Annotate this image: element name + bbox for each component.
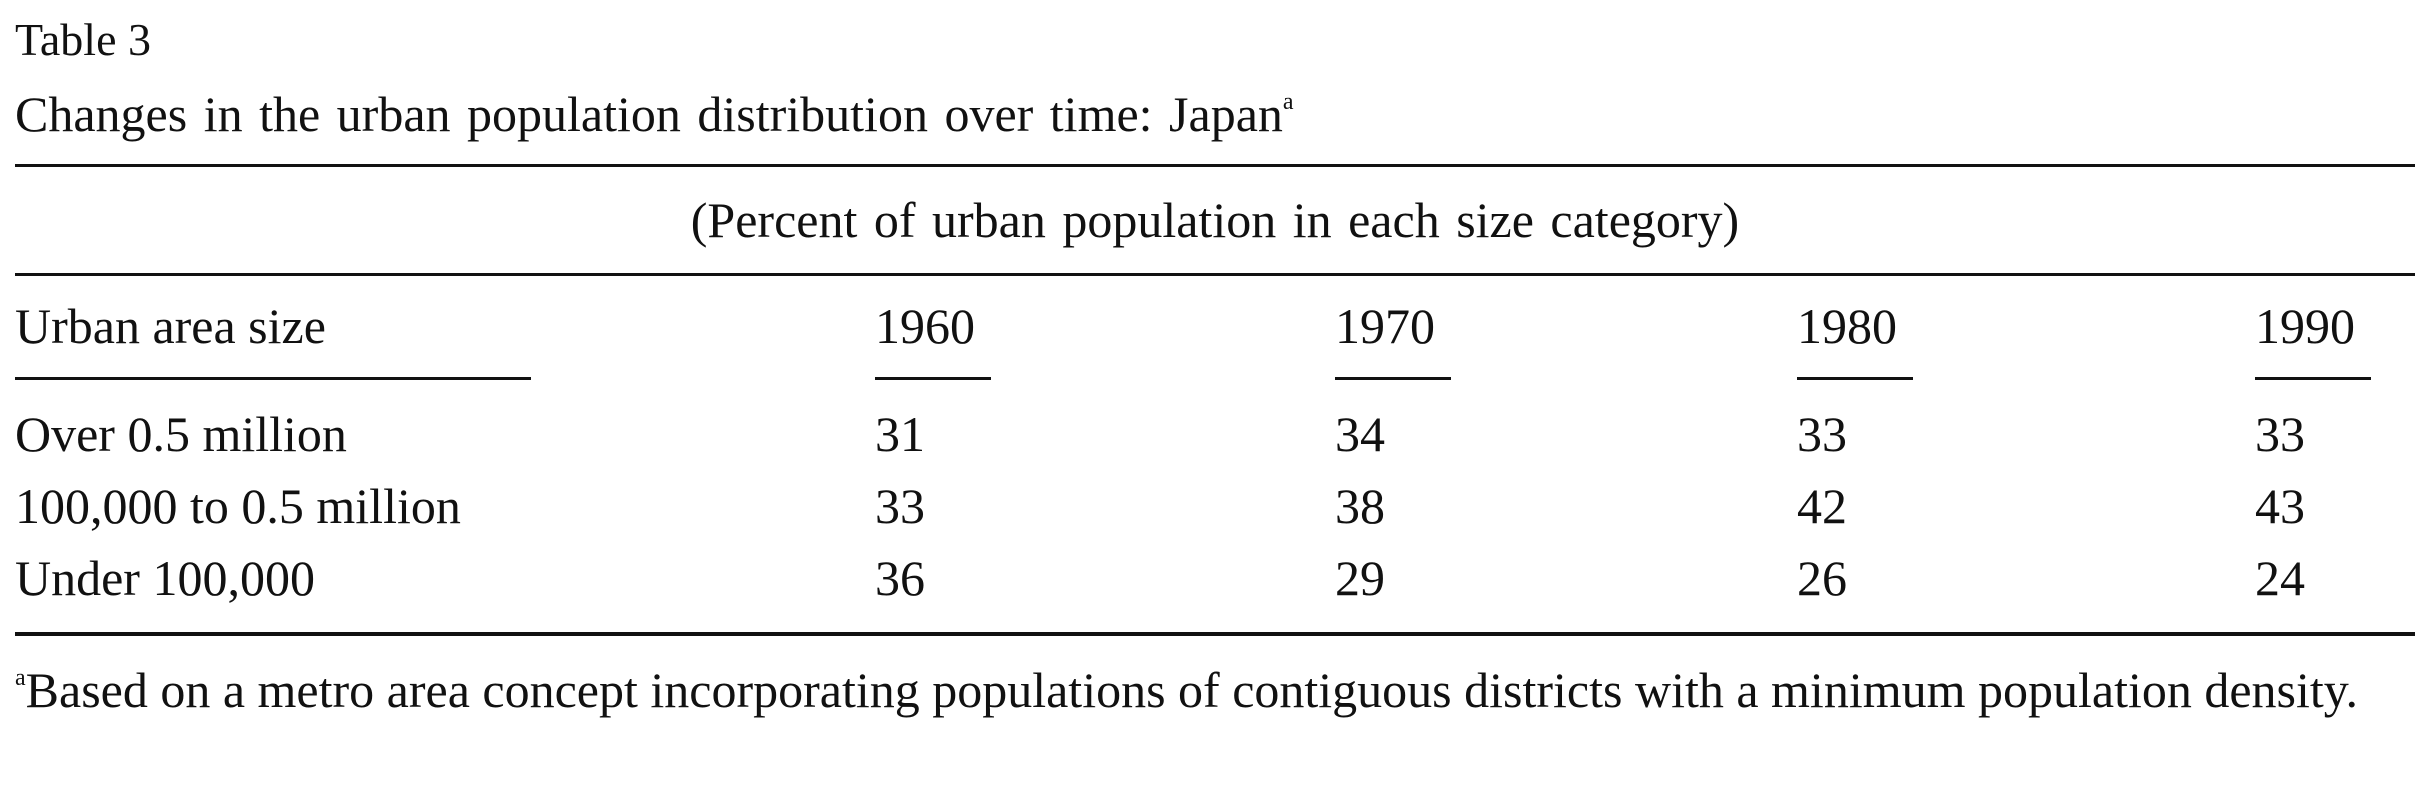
table-footnote: aBased on a metro area concept incorpora… [15, 654, 2415, 726]
cell-under-100000-1960: 36 [875, 550, 925, 606]
footnote-text: Based on a metro area concept incorporat… [25, 662, 2359, 718]
table-number: Table 3 [15, 14, 152, 65]
cell-over-0-5-million-1990: 33 [2255, 406, 2305, 462]
header-underline-1970 [1335, 377, 1451, 380]
cell-over-0-5-million-1980: 33 [1797, 406, 1847, 462]
header-1960: 1960 [875, 298, 975, 354]
title-footnote-marker: a [1282, 89, 1294, 115]
table-title-text: Changes in the urban population distribu… [15, 86, 1283, 142]
row-label-under-100000: Under 100,000 [15, 550, 315, 606]
header-underline-1960 [875, 377, 991, 380]
row-label-over-0-5-million: Over 0.5 million [15, 406, 347, 462]
cell-over-0-5-million-1970: 34 [1335, 406, 1385, 462]
cell-under-100000-1990: 24 [2255, 550, 2305, 606]
top-rule [15, 164, 2415, 167]
header-rule [15, 273, 2415, 276]
header-underline-label [15, 377, 531, 380]
table-caption: (Percent of urban population in each siz… [690, 192, 1740, 248]
row-label-100000-to-0-5-million: 100,000 to 0.5 million [15, 478, 461, 534]
cell-over-0-5-million-1960: 31 [875, 406, 925, 462]
bottom-rule [15, 632, 2415, 636]
header-1980: 1980 [1797, 298, 1897, 354]
cell-100000-to-0-5-million-1980: 42 [1797, 478, 1847, 534]
cell-under-100000-1980: 26 [1797, 550, 1847, 606]
cell-100000-to-0-5-million-1960: 33 [875, 478, 925, 534]
cell-100000-to-0-5-million-1970: 38 [1335, 478, 1385, 534]
header-urban-area-size: Urban area size [15, 298, 326, 354]
header-underline-1980 [1797, 377, 1913, 380]
header-underline-1990 [2255, 377, 2371, 380]
header-1990: 1990 [2255, 298, 2355, 354]
table-title: Changes in the urban population distribu… [15, 84, 1294, 144]
cell-under-100000-1970: 29 [1335, 550, 1385, 606]
footnote-marker: a [15, 665, 26, 691]
header-1970: 1970 [1335, 298, 1435, 354]
document-page: Table 3 Changes in the urban population … [15, 0, 2415, 802]
cell-100000-to-0-5-million-1990: 43 [2255, 478, 2305, 534]
